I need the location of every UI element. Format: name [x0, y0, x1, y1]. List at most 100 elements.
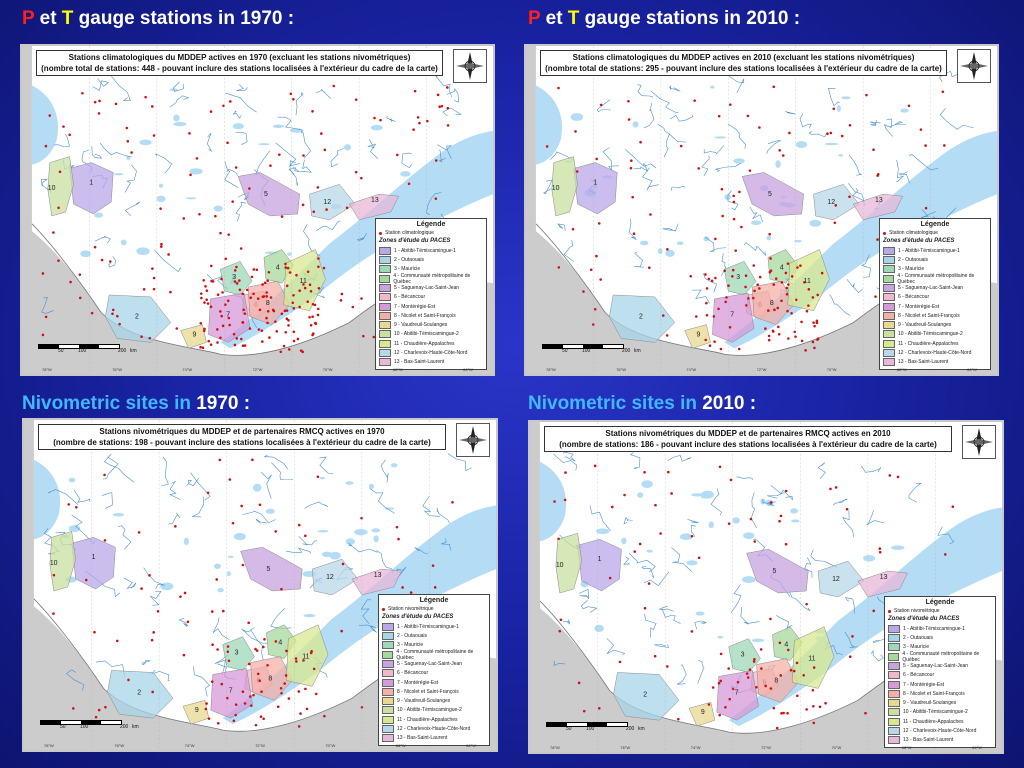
legend-swatch — [379, 321, 391, 330]
legend-swatch — [883, 302, 895, 311]
station-dot — [201, 346, 205, 349]
station-dot — [274, 530, 277, 533]
station-dot — [182, 653, 186, 657]
lake — [714, 136, 727, 139]
zone-1 — [69, 162, 114, 215]
zone-8 — [247, 280, 291, 325]
legend-zone-row: 11 - Chaudière-Appalaches — [888, 717, 992, 726]
legend-swatch — [382, 632, 394, 641]
river — [628, 218, 637, 241]
zone-label-13: 13 — [875, 197, 883, 204]
station-dot — [266, 310, 270, 313]
station-dot — [296, 337, 300, 341]
station-dot — [292, 98, 295, 101]
longitude-labels: 78°W 76°W 74°W 72°W 70°W 68°W 66°W — [546, 367, 977, 372]
legend-zone-row: 7 - Montérégie-Est — [382, 678, 486, 687]
station-dot — [812, 721, 816, 725]
zone-label-1: 1 — [89, 179, 93, 186]
legend-swatch — [888, 717, 900, 726]
river — [650, 90, 679, 113]
lake — [766, 235, 772, 241]
river — [241, 628, 268, 644]
legend-zone-label: 7 - Montérégie-Est — [898, 303, 940, 310]
legend-swatch — [888, 643, 900, 652]
station-dot — [778, 149, 781, 152]
station-dot — [295, 273, 298, 277]
map-panel-n2010: 12345678910111213Stations nivométriques … — [528, 420, 1004, 754]
river — [703, 145, 725, 155]
station-dot — [258, 308, 262, 312]
station-dot — [769, 257, 772, 260]
compass-rose-icon — [962, 425, 996, 459]
station-dot — [283, 309, 287, 313]
station-dot — [638, 542, 642, 546]
legend-zone-label: 12 - Charlevoix-Haute-Côte-Nord — [903, 728, 977, 735]
station-dot — [372, 335, 376, 339]
zone-13 — [351, 568, 402, 596]
scale-bar-graphic — [38, 344, 120, 349]
station-dot — [727, 522, 731, 525]
station-dot — [257, 328, 261, 331]
lake — [373, 535, 379, 543]
river — [440, 538, 451, 551]
legend-zone-row: 5 - Saguenay-Lac-Saint-Jean — [382, 659, 486, 668]
station-dot — [712, 315, 716, 318]
river — [376, 550, 394, 574]
station-dot — [799, 264, 802, 267]
river — [785, 111, 796, 115]
station-dot — [229, 100, 232, 103]
lake — [657, 248, 663, 255]
station-dot — [284, 262, 287, 266]
lake — [228, 555, 234, 558]
station-dot — [179, 595, 182, 598]
station-dot — [717, 681, 721, 685]
lake — [158, 183, 164, 188]
station-dot — [210, 680, 214, 683]
zone-label-11: 11 — [300, 278, 307, 285]
zone-label-1: 1 — [92, 554, 96, 561]
station-dot — [289, 92, 293, 96]
station-dot — [667, 470, 670, 474]
station-dot — [322, 266, 326, 270]
legend-zone-label: 2 - Outaouais — [394, 257, 425, 264]
river — [304, 501, 329, 509]
scale-tick-label: 50 — [562, 348, 568, 354]
legend-swatch — [888, 736, 900, 745]
station-dot — [598, 707, 601, 710]
station-dot — [189, 173, 192, 177]
longitude-label: 68°W — [395, 743, 406, 748]
station-dot — [175, 327, 179, 330]
river — [358, 624, 377, 633]
legend-zone-row: 2 - Outaouais — [888, 633, 992, 643]
station-dot — [233, 280, 237, 283]
station-dot — [219, 231, 222, 235]
lake — [594, 624, 604, 633]
river — [250, 627, 264, 661]
station-dot — [299, 712, 302, 715]
station-dot — [93, 630, 96, 634]
station-dot — [198, 212, 201, 216]
station-dot — [188, 132, 191, 135]
longitude-label: 74°W — [686, 367, 697, 372]
lake — [751, 638, 765, 643]
river — [271, 462, 294, 481]
station-dot — [227, 316, 231, 320]
zone-12 — [311, 558, 359, 596]
station-dot — [152, 134, 156, 137]
legend-swatch — [883, 274, 895, 283]
longitude-label: 78°W — [546, 367, 556, 372]
legend-swatch — [888, 671, 900, 680]
lake — [213, 205, 223, 212]
station-dot — [872, 609, 876, 613]
map-title-line1: Stations nivométriques du MDDEP et de pa… — [99, 427, 385, 436]
legend-zone-label: 11 - Chaudière-Appalaches — [898, 340, 959, 347]
station-dot — [284, 674, 288, 677]
legend-zone-row: 4 - Communauté métropolitaine de Québec — [379, 273, 483, 285]
legend-swatch — [379, 293, 391, 302]
zone-3 — [728, 638, 761, 673]
station-dot — [811, 688, 815, 692]
station-dot — [446, 86, 449, 89]
lake — [794, 239, 802, 243]
station-dot — [316, 186, 320, 189]
station-dot — [768, 232, 771, 236]
